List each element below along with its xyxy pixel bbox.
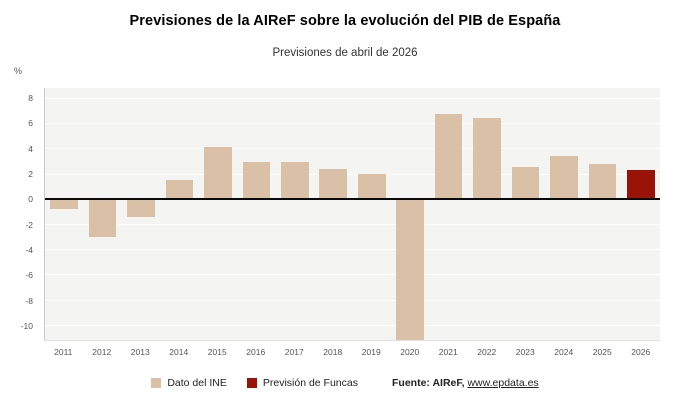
x-tick-label-2024: 2024: [554, 347, 574, 357]
bar-2025[interactable]: [588, 163, 617, 199]
bar-column-2014: [160, 88, 198, 340]
y-tick-label--2: -2: [25, 219, 33, 230]
y-tick-label-0: 0: [28, 194, 33, 205]
y-axis-unit-label: %: [14, 66, 23, 76]
gridline: [45, 224, 660, 226]
bar-2013[interactable]: [127, 198, 155, 217]
y-tick-label-6: 6: [28, 118, 33, 129]
x-tick-label-2023: 2023: [515, 347, 535, 357]
x-axis-tick-labels: 2011 2012 2013 2014 2015 2016 2017 2018 2019 2020…: [44, 347, 660, 357]
legend-swatch-ine: [151, 378, 162, 388]
gridline: [45, 148, 660, 150]
y-tick-label--10: -10: [20, 320, 33, 331]
x-tick-label-2014: 2014: [169, 347, 189, 357]
bar-column-2018: [314, 88, 352, 340]
x-tick-label-2022: 2022: [477, 347, 497, 357]
x-tick-label-2015: 2015: [207, 347, 227, 357]
chart-title: Previsiones de la AIReF sobre la evoluci…: [129, 13, 561, 29]
bar-column-2020: [391, 88, 429, 340]
y-tick-label--6: -6: [25, 270, 33, 281]
bar-column-2012: [83, 88, 121, 340]
bar-column-2011: [45, 88, 83, 340]
bar-2012[interactable]: [88, 198, 117, 237]
y-tick-label-4: 4: [28, 143, 33, 154]
bar-column-2025: [583, 88, 621, 340]
bar-2024[interactable]: [550, 156, 578, 199]
bar-2020[interactable]: [396, 198, 424, 340]
bar-2018[interactable]: [319, 168, 348, 199]
bar-2026[interactable]: [626, 169, 655, 199]
bar-2023[interactable]: [511, 167, 540, 199]
gridline: [45, 324, 660, 326]
bar-column-2026: [622, 88, 660, 340]
source-text: Fuente: AIReF, www.epdata.es: [392, 377, 539, 389]
x-tick-label-2019: 2019: [361, 347, 381, 357]
bar-2016[interactable]: [242, 162, 271, 199]
y-tick-label--8: -8: [25, 295, 33, 306]
x-tick-label-2011: 2011: [54, 347, 73, 357]
x-tick-label-2013: 2013: [130, 347, 150, 357]
bar-column-2019: [353, 88, 391, 340]
bar-2017[interactable]: [281, 162, 309, 199]
source-prefix: Fuente: AIReF,: [392, 377, 468, 389]
gridline: [45, 123, 660, 125]
bar-column-2023: [506, 88, 544, 340]
x-tick-label-2020: 2020: [400, 347, 420, 357]
x-tick-label-2026: 2026: [631, 347, 651, 357]
y-tick-label-2: 2: [28, 169, 33, 180]
bar-2014[interactable]: [165, 179, 194, 199]
gridline: [45, 98, 660, 100]
bar-column-2024: [545, 88, 583, 340]
bar-column-2022: [468, 88, 506, 340]
bar-column-2016: [237, 88, 275, 340]
x-tick-label-2016: 2016: [246, 347, 266, 357]
x-tick-label-2017: 2017: [284, 347, 304, 357]
chart-subtitle: Previsiones de abril de 2026: [272, 47, 418, 59]
bar-column-2015: [199, 88, 237, 340]
legend-label-ine: Dato del INE: [167, 377, 227, 389]
bar-column-2013: [122, 88, 160, 340]
legend-label-funcas: Previsión de Funcas: [262, 377, 358, 389]
chart-legend: Dato del INE Previsión de Funcas Fuente:…: [0, 377, 690, 389]
zero-line: [45, 197, 660, 200]
plot-area: [44, 88, 660, 341]
gridline: [45, 249, 660, 251]
bar-2022[interactable]: [473, 118, 501, 199]
y-axis-tick-labels: 8 6 4 2 0 -2 -4 -6 -8 -10: [0, 88, 40, 341]
legend-swatch-funcas: [246, 378, 257, 388]
y-tick-label-8: 8: [28, 93, 33, 104]
source-link[interactable]: www.epdata.es: [467, 377, 539, 389]
gridline: [45, 299, 660, 301]
gridline: [45, 274, 660, 276]
bar-column-2017: [276, 88, 314, 340]
y-tick-label--4: -4: [25, 244, 33, 255]
bar-2015[interactable]: [204, 147, 232, 199]
x-tick-label-2012: 2012: [92, 347, 112, 357]
x-tick-label-2018: 2018: [323, 347, 343, 357]
x-tick-label-2021: 2021: [438, 347, 458, 357]
bar-2019[interactable]: [357, 173, 386, 199]
bar-column-2021: [429, 88, 467, 340]
x-tick-label-2025: 2025: [592, 347, 612, 357]
bar-2011[interactable]: [50, 198, 79, 209]
bar-2021[interactable]: [434, 114, 463, 199]
gridline: [45, 173, 660, 175]
